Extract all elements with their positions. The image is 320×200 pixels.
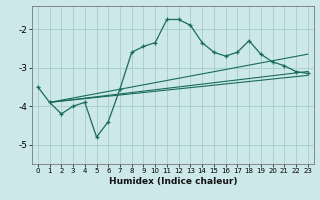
X-axis label: Humidex (Indice chaleur): Humidex (Indice chaleur)	[108, 177, 237, 186]
